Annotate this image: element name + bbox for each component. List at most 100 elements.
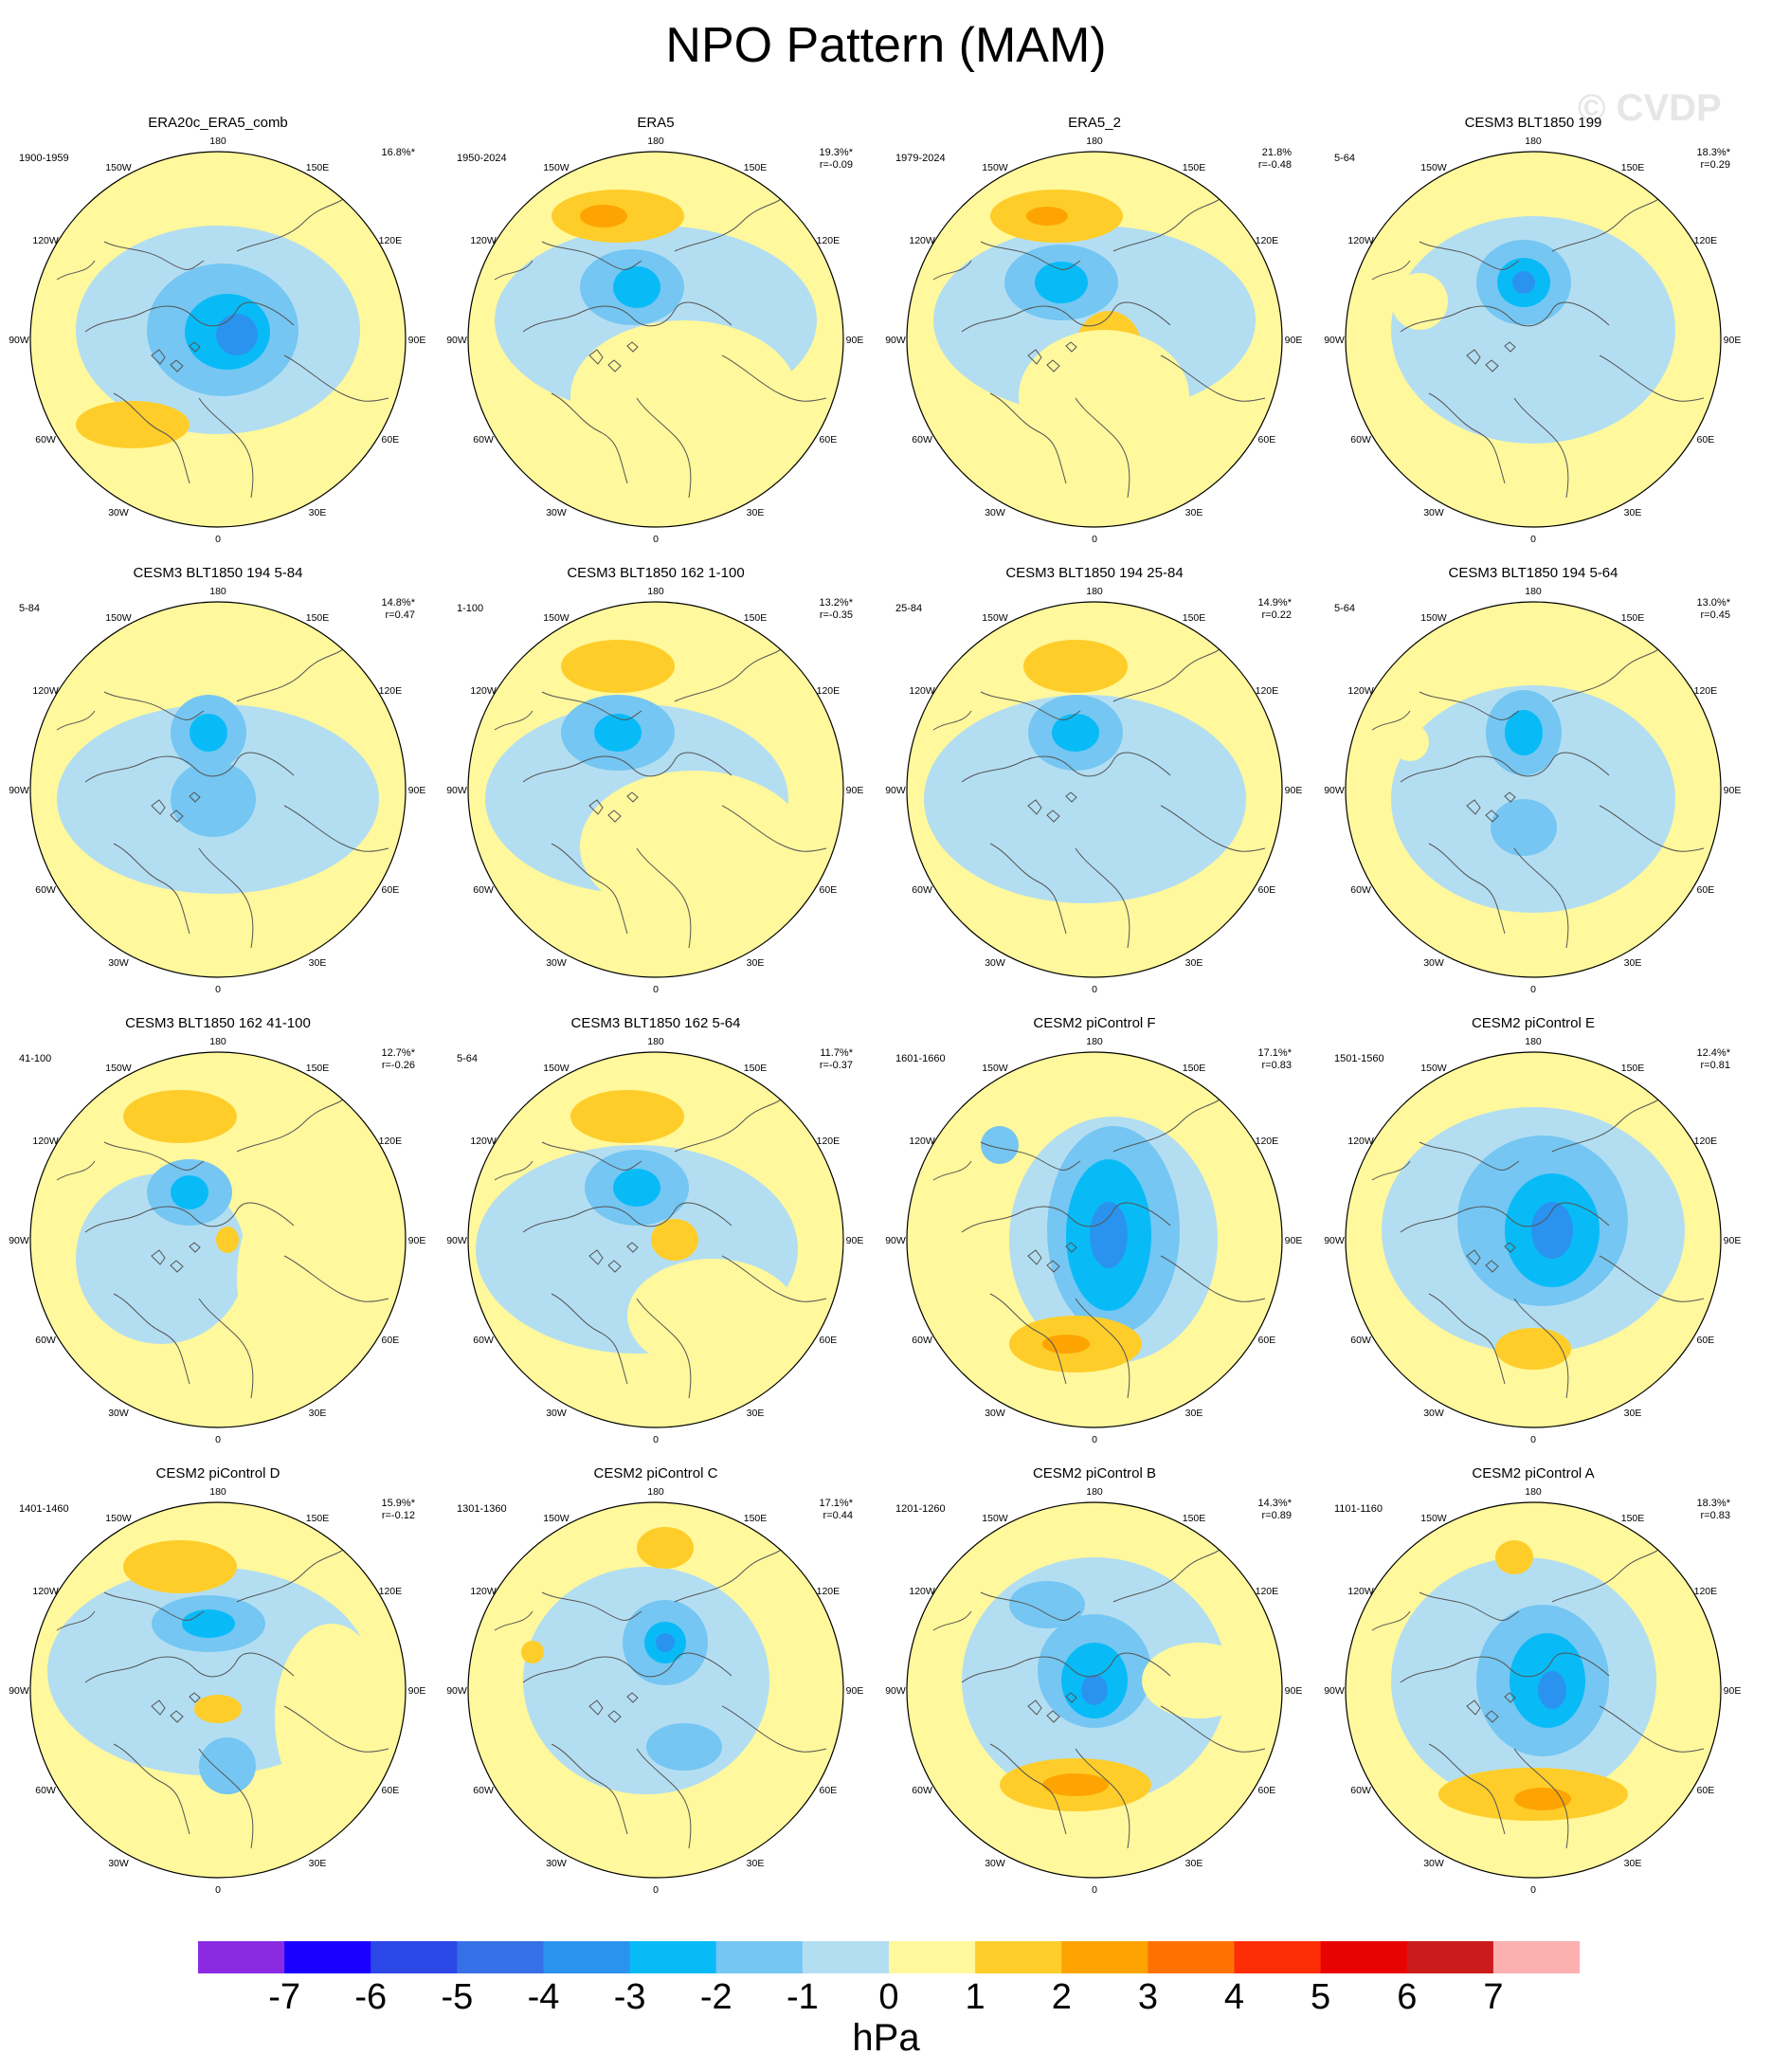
longitude-label: 60E xyxy=(1258,884,1276,896)
longitude-label: 0 xyxy=(215,1434,221,1445)
pressure-anomaly-contour xyxy=(1035,262,1088,303)
colorbar-tick: -7 xyxy=(268,1977,300,2017)
coastline xyxy=(1371,710,1411,731)
panel-stats: 14.9%* r=0.22 xyxy=(1235,597,1292,622)
coastline xyxy=(1551,193,1667,252)
polar-map: 180 150E 120E 90E 60E 30E 0 30W 60W 90W 120W 150W xyxy=(885,136,1302,545)
map-boundary xyxy=(906,151,1283,528)
coastline xyxy=(1419,1591,1520,1621)
longitude-label: 0 xyxy=(1092,1434,1097,1445)
longitude-label: 150W xyxy=(982,162,1008,173)
map-boundary xyxy=(467,1051,844,1428)
pressure-anomaly-contour xyxy=(651,1219,698,1261)
pressure-anomaly-contour xyxy=(171,1175,208,1209)
coastline xyxy=(1075,397,1130,499)
longitude-label: 120E xyxy=(1256,1136,1279,1147)
longitude-label: 30W xyxy=(546,1858,567,1869)
variance-explained: 15.9%* xyxy=(381,1498,415,1509)
longitude-label: 120W xyxy=(470,1586,497,1597)
longitude-label: 120W xyxy=(909,1136,935,1147)
coastline xyxy=(674,644,789,702)
longitude-label: 0 xyxy=(1530,1884,1536,1896)
panel-stats: 11.7%* r=-0.37 xyxy=(796,1047,853,1072)
polar-map: 180 150E 120E 90E 60E 30E 0 30W 60W 90W 120W 150W xyxy=(446,586,863,995)
colorbar-swatch xyxy=(1320,1941,1408,1973)
coastline xyxy=(1466,1692,1516,1723)
longitude-label: 0 xyxy=(1530,1434,1536,1445)
variance-explained: 14.3%* xyxy=(1257,1498,1292,1509)
longitude-label: 90W xyxy=(446,335,467,346)
coastline xyxy=(1599,1255,1705,1302)
coastline xyxy=(283,1255,389,1302)
polar-map: 180 150E 120E 90E 60E 30E 0 30W 60W 90W 120W 150W xyxy=(1324,1036,1741,1445)
longitude-label: 90E xyxy=(1285,785,1303,796)
pressure-anomaly-contour xyxy=(1495,1328,1571,1370)
coastline xyxy=(522,1202,732,1233)
longitude-label: 150W xyxy=(543,612,570,624)
panel-period: 1501-1560 xyxy=(1334,1053,1384,1064)
coastline xyxy=(1400,1202,1610,1233)
longitude-label: 120E xyxy=(1694,235,1718,246)
coastline xyxy=(980,1591,1081,1621)
panel-title: CESM3 BLT1850 199 xyxy=(1464,115,1602,131)
coastline xyxy=(103,241,205,270)
colorbar-tick: 7 xyxy=(1483,1977,1504,2017)
longitude-label: 90W xyxy=(885,1685,906,1697)
coastline xyxy=(283,354,389,402)
variance-explained: 21.8% xyxy=(1261,147,1292,158)
longitude-label: 120E xyxy=(1694,1586,1718,1597)
longitude-label: 60E xyxy=(1697,1335,1715,1346)
coastline xyxy=(1371,1160,1411,1181)
longitude-label: 150E xyxy=(306,1063,330,1074)
longitude-label: 90W xyxy=(885,785,906,796)
longitude-label: 150W xyxy=(105,1513,132,1524)
polar-map: 180 150E 120E 90E 60E 30E 0 30W 60W 90W 120W 150W xyxy=(1324,136,1741,545)
coastline xyxy=(721,1705,827,1753)
longitude-label: 90W xyxy=(1324,785,1345,796)
coastline xyxy=(1599,805,1705,852)
panel-period: 5-64 xyxy=(1334,153,1356,164)
coastline xyxy=(1419,1141,1520,1171)
coastline xyxy=(236,644,352,702)
panel-stats: 12.4%* r=0.81 xyxy=(1673,1047,1730,1072)
pressure-anomaly-contour xyxy=(594,714,642,752)
longitude-label: 120E xyxy=(1256,1586,1279,1597)
coastline xyxy=(1160,1705,1266,1753)
coastline xyxy=(980,691,1081,720)
coastline xyxy=(1400,752,1610,783)
colorbar-swatch xyxy=(1061,1941,1148,1973)
pressure-anomaly-contour xyxy=(580,771,807,922)
longitude-label: 0 xyxy=(653,1434,659,1445)
longitude-label: 90W xyxy=(446,785,467,796)
longitude-label: 60W xyxy=(35,884,56,896)
variance-explained: 16.8%* xyxy=(381,147,415,158)
longitude-label: 30E xyxy=(747,507,765,518)
pressure-anomaly-contour xyxy=(1495,1540,1533,1574)
colorbar-swatch xyxy=(198,1941,285,1973)
longitude-label: 120W xyxy=(909,1586,935,1597)
longitude-label: 120W xyxy=(470,685,497,697)
longitude-label: 90E xyxy=(1285,1685,1303,1697)
map-boundary xyxy=(1345,1501,1722,1879)
pressure-anomaly-contour xyxy=(561,640,675,693)
longitude-label: 90E xyxy=(408,1235,426,1246)
coastline xyxy=(56,1610,96,1631)
pressure-anomaly-contour xyxy=(1009,1581,1085,1628)
pressure-anomaly-contour xyxy=(570,320,798,472)
colorbar-tick: 1 xyxy=(965,1977,985,2017)
coastline xyxy=(236,193,352,252)
longitude-label: 60E xyxy=(820,434,838,445)
longitude-label: 0 xyxy=(1092,534,1097,545)
coastline xyxy=(113,1743,190,1835)
polar-map: 180 150E 120E 90E 60E 30E 0 30W 60W 90W 120W 150W xyxy=(446,1036,863,1445)
coastline xyxy=(1112,1544,1228,1603)
map-panel: 180 150E 120E 90E 60E 30E 0 30W 60W 90W 120W 150W ER… xyxy=(877,109,1312,554)
map-panel: 180 150E 120E 90E 60E 30E 0 30W 60W 90W 120W 150W CE… xyxy=(0,1460,436,1905)
coastline xyxy=(961,1202,1171,1233)
pressure-anomaly-contour xyxy=(1391,723,1429,761)
longitude-label: 120W xyxy=(32,1136,59,1147)
longitude-label: 120E xyxy=(379,1586,403,1597)
coastline xyxy=(1400,1652,1610,1683)
colorbar-tick: -6 xyxy=(354,1977,388,2017)
pattern-correlation: r=-0.09 xyxy=(819,159,853,171)
